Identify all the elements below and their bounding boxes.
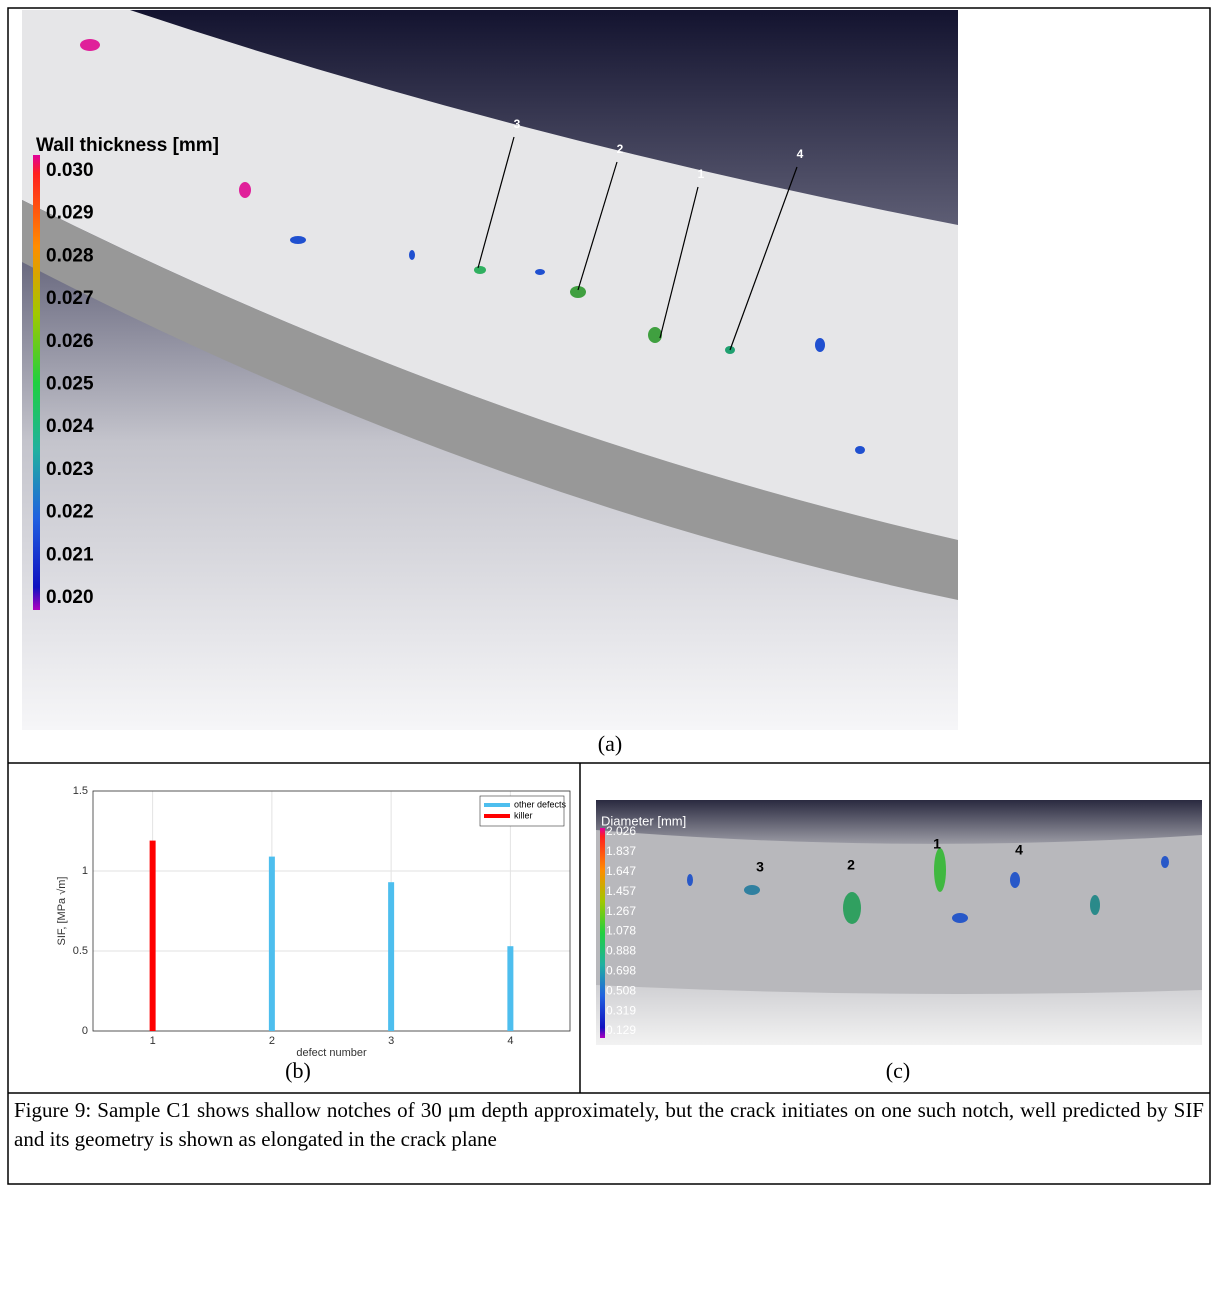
colorbar-label: 0.026 xyxy=(46,331,94,352)
bar xyxy=(149,840,156,1031)
colorbar-label: 0.698 xyxy=(606,963,636,977)
defect-label: 1 xyxy=(933,836,941,852)
colorbar-label: 1.837 xyxy=(606,844,636,858)
x-tick-label: 4 xyxy=(507,1035,513,1047)
colorbar-label: 0.319 xyxy=(606,1003,636,1017)
y-axis-label: SIF, [MPa √m] xyxy=(56,877,68,946)
plot-area xyxy=(93,791,570,1031)
axes-box xyxy=(92,790,571,1032)
panel-label: (c) xyxy=(886,1058,910,1083)
panel-c-image: Diameter [mm] xyxy=(596,800,1202,1045)
colorbar-label: 0.020 xyxy=(46,587,94,608)
bar xyxy=(388,882,395,1031)
colorbar-label: 0.021 xyxy=(46,544,94,565)
colorbar-label: 0.030 xyxy=(46,160,94,181)
y-tick-label: 1 xyxy=(82,865,88,877)
defect-label: 3 xyxy=(514,117,521,131)
figure-caption: Figure 9: Sample C1 shows shallow notche… xyxy=(14,1098,1204,1151)
y-tick-label: 1.5 xyxy=(73,785,88,797)
panel-label: (a) xyxy=(598,731,622,756)
panel-a-image: Wall thickness [mm] xyxy=(22,10,958,730)
defect-label: 4 xyxy=(797,147,804,161)
defect-label: 3 xyxy=(756,859,764,875)
bar-chart: 0 0.5 1 1.5 1 2 3 4 defect number SIF, [MPa √m] ot… xyxy=(56,785,571,1059)
y-tick-label: 0 xyxy=(82,1025,88,1037)
colorbar-label: 0.129 xyxy=(606,1023,636,1037)
colorbar-label: 0.888 xyxy=(606,944,636,958)
colorbar-label: 0.027 xyxy=(46,288,94,309)
y-tick-label: 0.5 xyxy=(73,945,88,957)
x-tick-label: 2 xyxy=(269,1035,275,1047)
x-tick-label: 1 xyxy=(150,1035,156,1047)
x-axis-label: defect number xyxy=(296,1047,367,1059)
defect-label: 4 xyxy=(1015,842,1023,858)
table-borders xyxy=(7,7,1211,1185)
legend-label: killer xyxy=(514,810,533,820)
colorbar-label: 0.028 xyxy=(46,245,94,266)
bar xyxy=(507,946,514,1031)
colorbar-label: 0.025 xyxy=(46,374,94,395)
defect-label: 2 xyxy=(617,142,624,156)
colorbar-label: 1.457 xyxy=(606,884,636,898)
colorbar-label: 0.024 xyxy=(46,416,94,437)
legend-label: other defects xyxy=(514,799,567,809)
legend-box xyxy=(479,795,565,827)
x-tick-label: 3 xyxy=(388,1035,394,1047)
colorbar-label: 1.647 xyxy=(606,864,636,878)
leader-line xyxy=(577,161,618,291)
defect-label: 1 xyxy=(698,167,705,181)
colorbar-label: 0.023 xyxy=(46,459,94,480)
colorbar-label: 1.267 xyxy=(606,904,636,918)
colorbar-label: 2.026 xyxy=(606,824,636,838)
panel-label: (b) xyxy=(285,1058,311,1083)
leader-line xyxy=(729,166,798,351)
colorbar-label: 0.022 xyxy=(46,502,94,523)
colorbar-label: 1.078 xyxy=(606,924,636,938)
leader-line xyxy=(659,186,699,339)
colorbar-title: Diameter [mm] xyxy=(601,813,686,828)
bar xyxy=(268,856,275,1031)
colorbar-label: 0.508 xyxy=(606,983,636,997)
leader-line xyxy=(477,136,515,269)
defect-label: 2 xyxy=(847,857,855,873)
colorbar-title: Wall thickness [mm] xyxy=(36,135,219,156)
colorbar-label: 0.029 xyxy=(46,203,94,224)
